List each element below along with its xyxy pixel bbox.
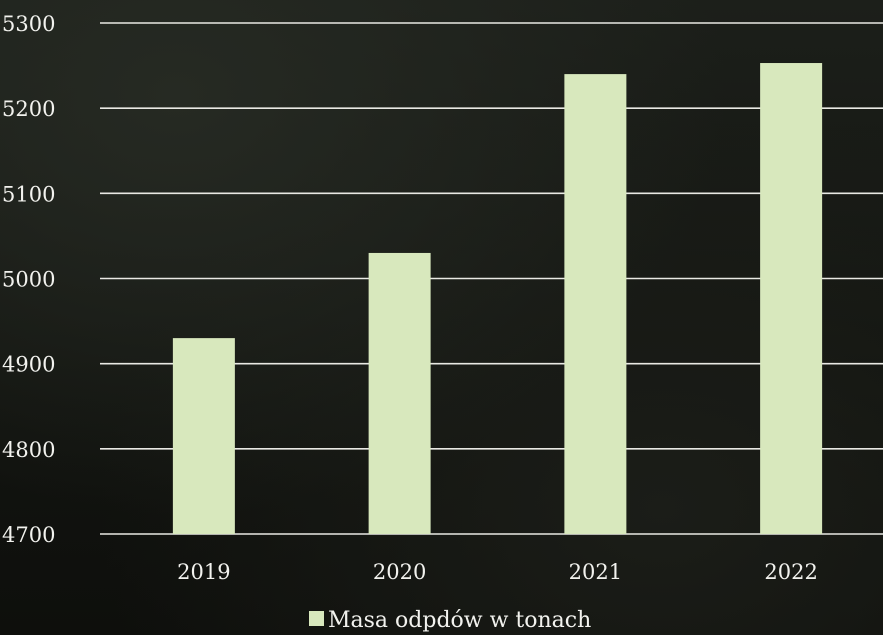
y-tick-label: 4700 [2, 523, 55, 547]
x-tick-label: 2019 [177, 560, 230, 584]
y-axis-tick-labels: 4700 4800 4900 5000 5100 5200 5300 [2, 12, 55, 547]
legend-swatch [309, 611, 324, 626]
bars [172, 63, 823, 535]
y-tick-label: 5300 [2, 12, 55, 36]
x-tick-label: 2021 [569, 560, 622, 584]
legend-label: Masa odpdów w tonach [328, 608, 591, 633]
y-tick-label: 5200 [2, 97, 55, 121]
y-tick-label: 4800 [2, 438, 55, 462]
x-tick-label: 2022 [764, 560, 817, 584]
bar [564, 74, 627, 534]
x-axis-tick-labels: 2019 2020 2021 2022 [177, 560, 818, 584]
y-tick-label: 5000 [2, 268, 55, 292]
legend: Masa odpdów w tonach [309, 608, 591, 633]
bar [760, 63, 823, 535]
y-tick-label: 4900 [2, 353, 55, 377]
bar [368, 252, 431, 534]
bar [172, 338, 235, 534]
y-tick-label: 5100 [2, 182, 55, 206]
x-tick-label: 2020 [373, 560, 426, 584]
